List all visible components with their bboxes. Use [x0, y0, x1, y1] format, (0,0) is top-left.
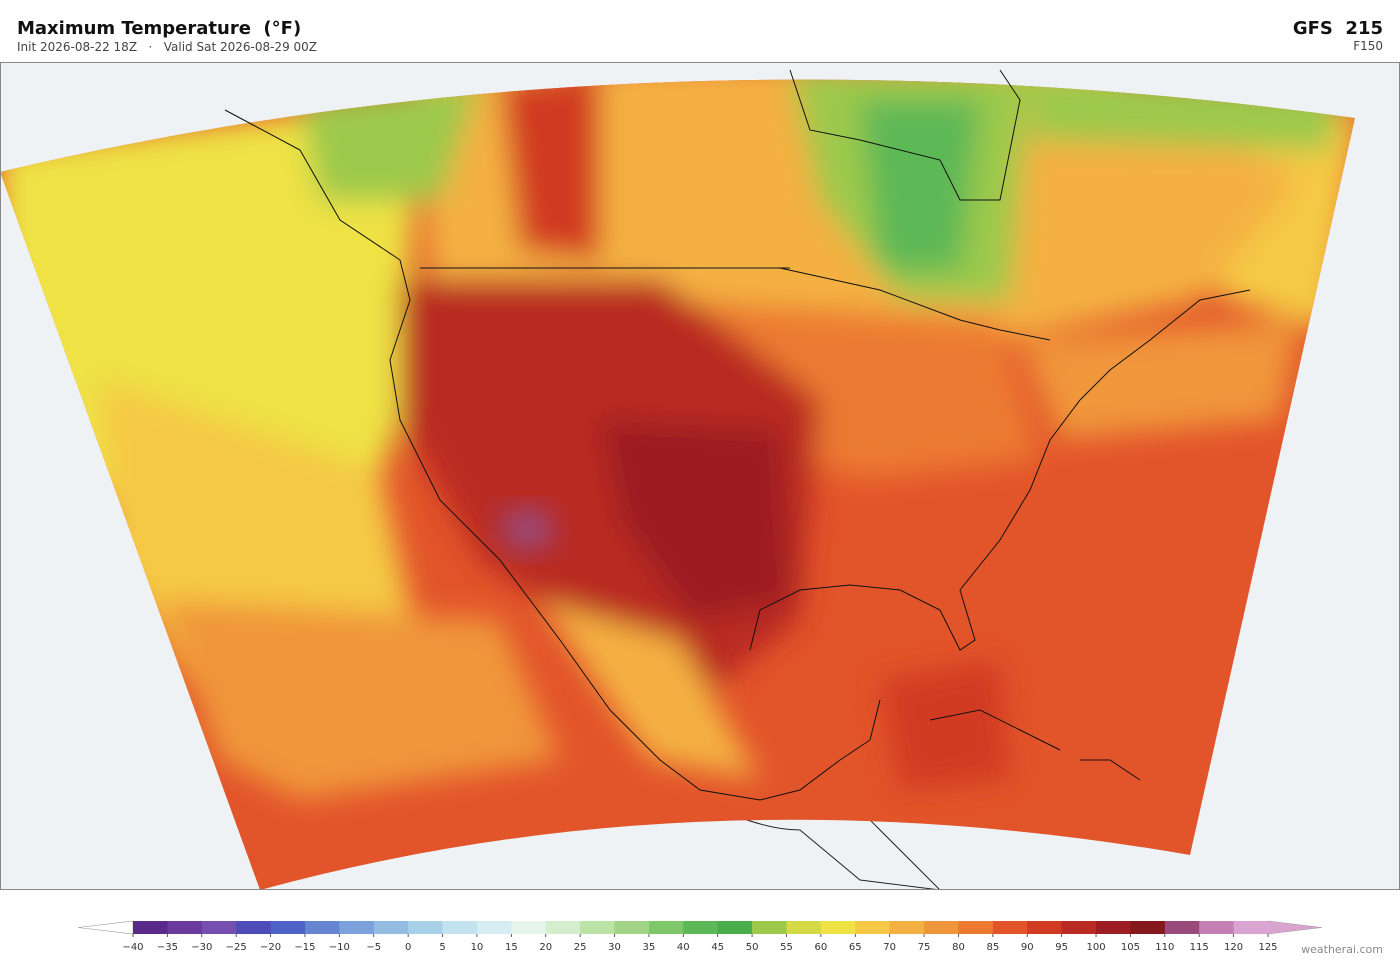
subtitle: Init 2026-08-22 18Z · Valid Sat 2026-08-… — [17, 40, 317, 54]
colorbar-tick-label: 70 — [883, 942, 896, 953]
colorbar-bin — [339, 921, 375, 934]
colorbar-bin — [786, 921, 822, 934]
model: GFS 215 — [1293, 18, 1383, 39]
colorbar-extend-low — [77, 920, 134, 935]
colorbar-tick-label: 65 — [849, 942, 862, 953]
colorbar-bin — [855, 921, 891, 934]
colorbar-bin — [820, 921, 856, 934]
colorbar-bin — [648, 921, 684, 934]
colorbar-bin — [889, 921, 925, 934]
colorbar-bin — [442, 921, 478, 934]
colorbar-tick-label: 10 — [471, 942, 484, 953]
colorbar-tick-label: −20 — [260, 942, 281, 953]
temperature-field — [0, 79, 1355, 890]
colorbar-tick-label: 5 — [439, 942, 445, 953]
colorbar-bin — [958, 921, 994, 934]
colorbar-tick-label: 110 — [1155, 942, 1174, 953]
colorbar-bin — [1199, 921, 1235, 934]
colorbar-bin — [1164, 921, 1200, 934]
colorbar-tick-label: 120 — [1224, 942, 1243, 953]
colorbar-tick-label: 40 — [677, 942, 690, 953]
colorbar-tick-label: 35 — [643, 942, 656, 953]
credit: weatherai.com — [1301, 943, 1383, 956]
colorbar-tick-label: −25 — [226, 942, 247, 953]
map — [0, 62, 1400, 890]
colorbar-bin — [580, 921, 616, 934]
colorbar-tick-label: 55 — [780, 942, 793, 953]
colorbar-bin — [614, 921, 650, 934]
colorbar-tick-label: 15 — [505, 942, 518, 953]
colorbar-bin — [373, 921, 409, 934]
colorbar-bin — [408, 921, 444, 934]
colorbar-tick-label: 0 — [405, 942, 411, 953]
colorbar-tick-label: 25 — [574, 942, 587, 953]
colorbar-bin — [992, 921, 1028, 934]
colorbar-tick-label: 100 — [1086, 942, 1105, 953]
colorbar-bin — [717, 921, 753, 934]
colorbar-bin — [1061, 921, 1097, 934]
colorbar-tick-label: 45 — [711, 942, 724, 953]
colorbar-tick-label: 30 — [608, 942, 621, 953]
colorbar-bin — [201, 921, 237, 934]
colorbar-bin — [476, 921, 512, 934]
colorbar-bin — [304, 921, 340, 934]
colorbar-bin — [270, 921, 306, 934]
colorbar-tick-label: 90 — [1021, 942, 1034, 953]
colorbar-tick-label: 60 — [815, 942, 828, 953]
colorbar-extend-high — [1267, 920, 1323, 935]
coastlines — [224, 69, 1251, 801]
colorbar-bin — [1233, 921, 1269, 934]
colorbar-tick-label: −40 — [122, 942, 143, 953]
colorbar-tick-label: −30 — [191, 942, 212, 953]
colorbar-bin — [511, 921, 547, 934]
colorbar-bin — [924, 921, 959, 934]
colorbar-bin — [545, 921, 581, 934]
colorbar-tick-label: −10 — [329, 942, 350, 953]
colorbar-tick-label: 50 — [746, 942, 759, 953]
title: Maximum Temperature (°F) — [17, 18, 301, 39]
colorbar-tick-label: −35 — [157, 942, 178, 953]
colorbar-tick-label: 85 — [986, 942, 999, 953]
colorbar-bin — [752, 921, 787, 934]
colorbar-bin — [683, 921, 719, 934]
colorbar-tick-label: 20 — [539, 942, 552, 953]
colorbar-bin — [1130, 921, 1166, 934]
colorbar-tick-label: −5 — [366, 942, 381, 953]
forecast-hour: F150 — [1353, 39, 1383, 53]
colorbar-bin — [1096, 921, 1131, 934]
colorbar-tick-label: 80 — [952, 942, 965, 953]
colorbar-tick-label: 105 — [1121, 942, 1140, 953]
colorbar-bin — [167, 921, 203, 934]
colorbar-tick-label: 125 — [1258, 942, 1277, 953]
colorbar-tick-label: −15 — [294, 942, 315, 953]
colorbar-bin — [236, 921, 272, 934]
colorbar-tick-label: 115 — [1190, 942, 1209, 953]
colorbar: −40 −35 −30 −25 −20 −15 −10 −5 0 5 10 15 20 25 30 35 40 4… — [77, 920, 1323, 953]
colorbar-bin — [1027, 921, 1063, 934]
colorbar-tick-label: 95 — [1055, 942, 1068, 953]
colorbar-bin — [133, 921, 168, 934]
colorbar-tick-label: 75 — [918, 942, 931, 953]
